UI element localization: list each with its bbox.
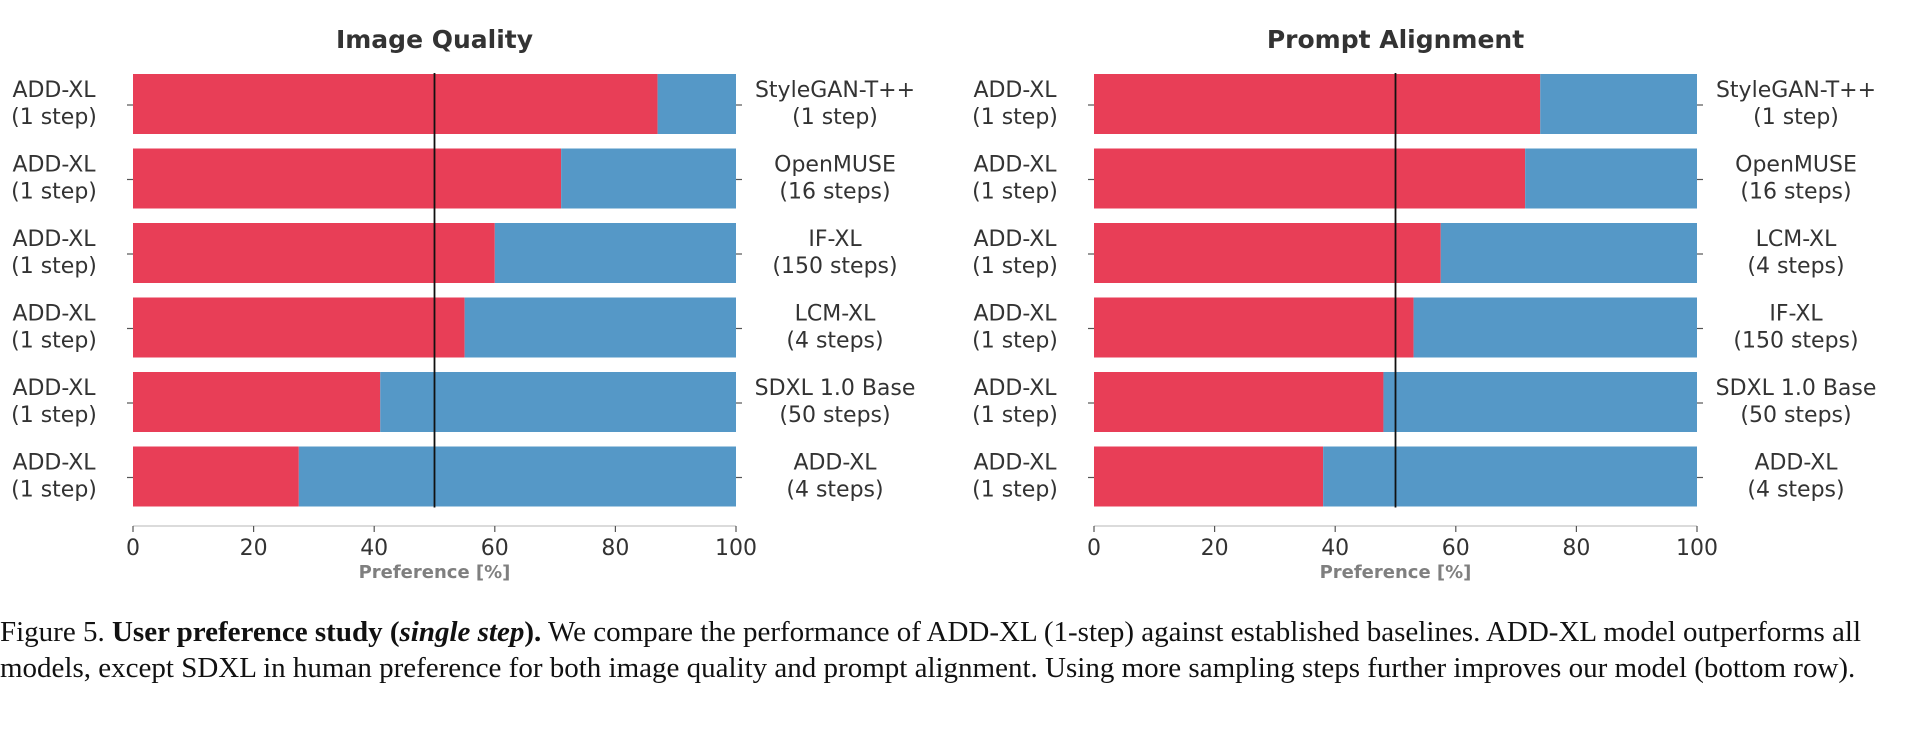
panel-2-right-label-4-line1: IF-XL	[1769, 302, 1823, 327]
panel-1-right-label-1-line1: StyleGAN-T++	[755, 78, 915, 103]
panel-2-row-2-addxl-bar	[1094, 148, 1526, 209]
panel-2-right-label-6-line1: ADD-XL	[1754, 451, 1838, 476]
figure-caption: Figure 5. User preference study (single …	[0, 614, 1905, 686]
panel-1-right-label-5-line2: (50 steps)	[779, 403, 890, 428]
panel-2-left-label-5-line1: ADD-XL	[973, 376, 1057, 401]
caption-bold-b: ).	[524, 616, 542, 648]
panel-1-left-label-1-line1: ADD-XL	[12, 78, 96, 103]
panel-1-left-label-5-line1: ADD-XL	[12, 376, 96, 401]
panel-2-row-1-addxl-bar	[1094, 74, 1541, 134]
panel-2-left-label-3-line1: ADD-XL	[973, 227, 1057, 252]
panel-2-row-3-addxl-bar	[1094, 223, 1441, 283]
panel-1-right-label-1-line2: (1 step)	[792, 105, 878, 130]
panel-1-right-label-5-line1: SDXL 1.0 Base	[755, 376, 916, 401]
panel-2-x-tick-label-2: 20	[1201, 536, 1229, 561]
panel-2-x-tick-label-6: 100	[1676, 536, 1718, 561]
panel-1-right-label-4-line1: LCM-XL	[795, 302, 877, 327]
panel-2-row-3-baseline-bar	[1440, 223, 1697, 283]
panel-1-x-tick-label-3: 40	[360, 536, 388, 561]
panel-2-right-label-5-line1: SDXL 1.0 Base	[1716, 376, 1877, 401]
panel-1-left-label-6-line2: (1 step)	[11, 478, 97, 503]
panel-2-left-label-2-line1: ADD-XL	[973, 153, 1057, 178]
panel-2-left-label-3-line2: (1 step)	[972, 254, 1058, 279]
panel-1-left-label-3-line2: (1 step)	[11, 254, 97, 279]
panel-2-left-label-1-line1: ADD-XL	[973, 78, 1057, 103]
panel-2-right-label-3-line2: (4 steps)	[1747, 254, 1844, 279]
panel-2-right-label-3-line1: LCM-XL	[1756, 227, 1838, 252]
panel-2-left-label-2-line2: (1 step)	[972, 180, 1058, 205]
panel-2-right-label-1-line1: StyleGAN-T++	[1716, 78, 1876, 103]
panel-2-right-label-6-line2: (4 steps)	[1747, 478, 1844, 503]
panel-1-left-label-2-line1: ADD-XL	[12, 153, 96, 178]
panel-1-left-label-1-line2: (1 step)	[11, 105, 97, 130]
panel-1-right-label-3-line2: (150 steps)	[772, 254, 897, 279]
panel-2-row-5-addxl-bar	[1094, 372, 1384, 432]
panel-2-left-label-6-line1: ADD-XL	[973, 451, 1057, 476]
panel-1-left-label-3-line1: ADD-XL	[12, 227, 96, 252]
panel-1-row-5-baseline-bar	[380, 372, 736, 432]
panel-1-x-tick-label-5: 80	[601, 536, 629, 561]
panel-1-right-label-3-line1: IF-XL	[808, 227, 862, 252]
panel-2-left-label-5-line2: (1 step)	[972, 403, 1058, 428]
panel-1-x-axis-label: Preference [%]	[359, 562, 511, 583]
panel-2-left-label-4-line2: (1 step)	[972, 329, 1058, 354]
panel-2-right-label-1-line2: (1 step)	[1753, 105, 1839, 130]
panel-2-x-axis-label: Preference [%]	[1320, 562, 1472, 583]
panel-1-x-tick-label-6: 100	[715, 536, 757, 561]
panel-2-right-label-4-line2: (150 steps)	[1733, 329, 1858, 354]
panel-1-x-tick-label-1: 0	[126, 536, 140, 561]
caption-bold-a: User preference study (	[111, 616, 400, 648]
panel-1-left-label-4-line2: (1 step)	[11, 329, 97, 354]
panel-1-left-label-5-line2: (1 step)	[11, 403, 97, 428]
panel-2-x-tick-label-4: 60	[1442, 536, 1470, 561]
panel-1-x-tick-label-4: 60	[481, 536, 509, 561]
panel-1-right-label-4-line2: (4 steps)	[786, 329, 883, 354]
panel-2-row-4-addxl-bar	[1094, 297, 1414, 358]
panel-2-row-6-addxl-bar	[1094, 446, 1324, 507]
panel-1-row-2-addxl-bar	[133, 148, 562, 209]
panel-1-row-6-baseline-bar	[298, 446, 736, 507]
panel-2-left-label-1-line2: (1 step)	[972, 105, 1058, 130]
panel-1-x-tick-label-2: 20	[240, 536, 268, 561]
panel-2-right-label-2-line1: OpenMUSE	[1735, 153, 1857, 178]
panel-2-left-label-6-line2: (1 step)	[972, 478, 1058, 503]
panel-2-row-6-baseline-bar	[1323, 446, 1697, 507]
panel-2-x-tick-label-5: 80	[1562, 536, 1590, 561]
panel-1-right-label-6-line1: ADD-XL	[793, 451, 877, 476]
caption-prefix: Figure 5.	[0, 616, 112, 648]
panel-1-title: Image Quality	[336, 25, 533, 54]
panel-1-row-1-addxl-bar	[133, 74, 658, 134]
caption-text: We compare the performance of ADD-XL (1-…	[0, 616, 1862, 684]
panel-2-right-label-2-line2: (16 steps)	[1740, 180, 1851, 205]
panel-1-right-label-2-line1: OpenMUSE	[774, 153, 896, 178]
panel-2-row-5-baseline-bar	[1383, 372, 1697, 432]
panel-1-row-5-addxl-bar	[133, 372, 381, 432]
panel-2-row-1-baseline-bar	[1540, 74, 1697, 134]
panel-2-x-tick-label-3: 40	[1321, 536, 1349, 561]
panel-1-row-3-baseline-bar	[494, 223, 736, 283]
panel-1-left-label-4-line1: ADD-XL	[12, 302, 96, 327]
panel-1-left-label-6-line1: ADD-XL	[12, 451, 96, 476]
caption-bold-italic: single step	[399, 616, 525, 648]
panel-1-right-label-6-line2: (4 steps)	[786, 478, 883, 503]
panel-2-x-tick-label-1: 0	[1087, 536, 1101, 561]
panel-2-row-4-baseline-bar	[1413, 297, 1697, 358]
panel-1-row-4-addxl-bar	[133, 297, 465, 358]
panel-1-row-4-baseline-bar	[464, 297, 736, 358]
panel-1-left-label-2-line2: (1 step)	[11, 180, 97, 205]
panel-2-row-2-baseline-bar	[1525, 148, 1697, 209]
panel-2-right-label-5-line2: (50 steps)	[1740, 403, 1851, 428]
panel-1-row-3-addxl-bar	[133, 223, 495, 283]
panel-1-right-label-2-line2: (16 steps)	[779, 180, 890, 205]
panel-1-row-6-addxl-bar	[133, 446, 299, 507]
panel-1-row-2-baseline-bar	[561, 148, 736, 209]
panel-2-title: Prompt Alignment	[1267, 25, 1524, 54]
panel-2-left-label-4-line1: ADD-XL	[973, 302, 1057, 327]
panel-1-row-1-baseline-bar	[657, 74, 736, 134]
